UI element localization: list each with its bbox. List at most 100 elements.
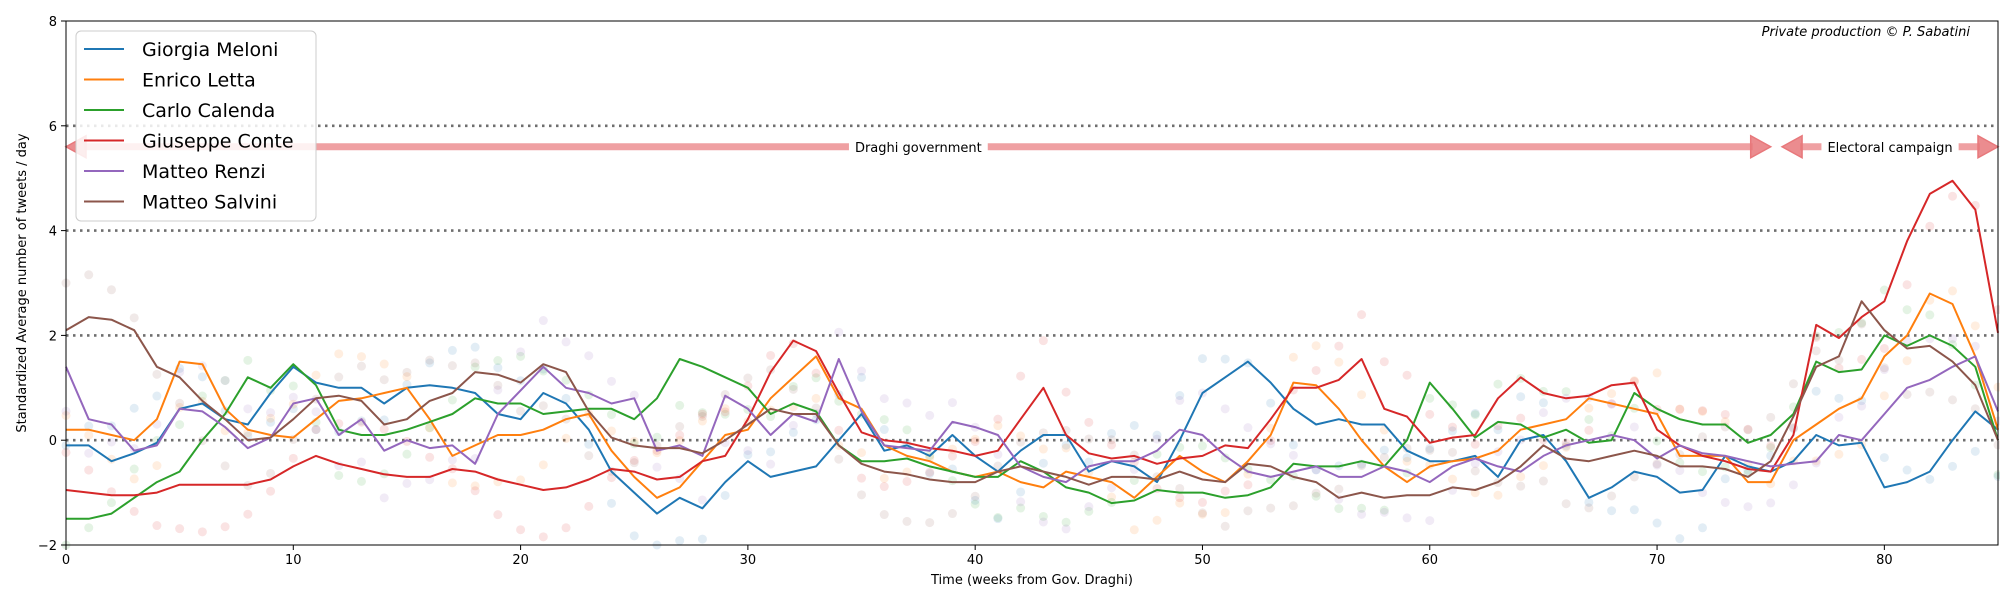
scatter-point (1402, 370, 1412, 380)
scatter-point (288, 453, 298, 463)
scatter-point (879, 425, 889, 435)
scatter-point (1675, 534, 1685, 544)
scatter-point (516, 351, 526, 361)
annotation-label-bg (1821, 138, 1959, 158)
x-tick-label: 80 (1876, 553, 1893, 568)
scatter-point (811, 393, 821, 403)
scatter-point (1948, 286, 1958, 296)
scatter-point (1266, 503, 1276, 513)
scatter-point (1334, 484, 1344, 494)
scatter-point (652, 432, 662, 442)
scatter-point (607, 410, 617, 420)
scatter-point (629, 390, 639, 400)
scatter-point (1129, 525, 1139, 535)
scatter-point (1038, 336, 1048, 346)
scatter-point (1334, 504, 1344, 514)
scatter-point (1220, 354, 1230, 364)
scatter-point (1175, 395, 1185, 405)
scatter-point (1857, 319, 1867, 329)
scatter-point (334, 349, 344, 359)
scatter-point (311, 407, 321, 417)
scatter-point (447, 395, 457, 405)
scatter-point (970, 437, 980, 447)
scatter-point (1447, 474, 1457, 484)
scatter-point (1698, 467, 1708, 477)
scatter-point (1584, 414, 1594, 424)
annotation-label: Draghi government (855, 141, 982, 156)
scatter-point (584, 501, 594, 511)
scatter-point (561, 337, 571, 347)
scatter-point (1879, 363, 1889, 373)
scatter-point (811, 368, 821, 378)
scatter-point (538, 532, 548, 542)
y-tick-label: 4 (49, 225, 57, 240)
scatter-point (947, 509, 957, 519)
scatter-point (1061, 387, 1071, 397)
scatter-point (1334, 357, 1344, 367)
scatter-point (1470, 466, 1480, 476)
scatter-point (1948, 461, 1958, 471)
scatter-point (1902, 465, 1912, 475)
scatter-point (1016, 497, 1026, 507)
scatter-point (1629, 422, 1639, 432)
scatter-point (1175, 391, 1185, 401)
x-tick-label: 50 (1194, 553, 1211, 568)
x-tick-label: 70 (1649, 553, 1666, 568)
scatter-point (1766, 443, 1776, 453)
scatter-point (402, 478, 412, 488)
scatter-point (834, 327, 844, 337)
scatter-point (1197, 441, 1207, 451)
scatter-point (743, 450, 753, 460)
scatter-point (1970, 341, 1980, 351)
scatter-point (379, 359, 389, 369)
scatter-point (197, 391, 207, 401)
scatter-point (129, 506, 139, 516)
scatter-point (1629, 472, 1639, 482)
scatter-point (1925, 474, 1935, 484)
scatter-point (1970, 404, 1980, 414)
series-lines-layer (65, 179, 1999, 520)
scatter-point (879, 510, 889, 520)
scatter-point (470, 362, 480, 372)
scatter-point (1925, 310, 1935, 320)
reference-lines (66, 124, 1998, 442)
scatter-point (1766, 412, 1776, 422)
scatter-point (607, 426, 617, 436)
scatter-point (1379, 357, 1389, 367)
scatter-point (1243, 506, 1253, 516)
x-axis-ticks: 0 10 20 30 40 50 60 70 80 (62, 545, 1893, 568)
scatter-point (1038, 444, 1048, 454)
scatter-point (266, 468, 276, 478)
scatter-point (1698, 406, 1708, 416)
scatter-point (356, 352, 366, 362)
scatter-points-layer (61, 191, 2000, 550)
scatter-point (1675, 404, 1685, 414)
scatter-point (697, 411, 707, 421)
scatter-point (1720, 474, 1730, 484)
x-tick-label: 30 (740, 553, 757, 568)
scatter-point (629, 531, 639, 541)
scatter-point (1084, 434, 1094, 444)
scatter-point (84, 448, 94, 458)
scatter-point (766, 459, 776, 469)
scatter-point (129, 474, 139, 484)
scatter-point (334, 470, 344, 480)
scatter-point (402, 367, 412, 377)
x-tick-label: 60 (1421, 553, 1438, 568)
scatter-point (925, 469, 935, 479)
scatter-point (970, 499, 980, 509)
scatter-point (1311, 491, 1321, 501)
scatter-point (1175, 498, 1185, 508)
scatter-point (857, 490, 867, 500)
scatter-point (1243, 423, 1253, 433)
scatter-point (902, 476, 912, 486)
scatter-point (1152, 430, 1162, 440)
scatter-point (1948, 191, 1958, 201)
scatter-point (1675, 466, 1685, 476)
scatter-point (1107, 435, 1117, 445)
scatter-point (720, 404, 730, 414)
legend: Giorgia Meloni Enrico Letta Carlo Calenda G… (75, 30, 317, 222)
scatter-point (1197, 497, 1207, 507)
scatter-point (1834, 393, 1844, 403)
